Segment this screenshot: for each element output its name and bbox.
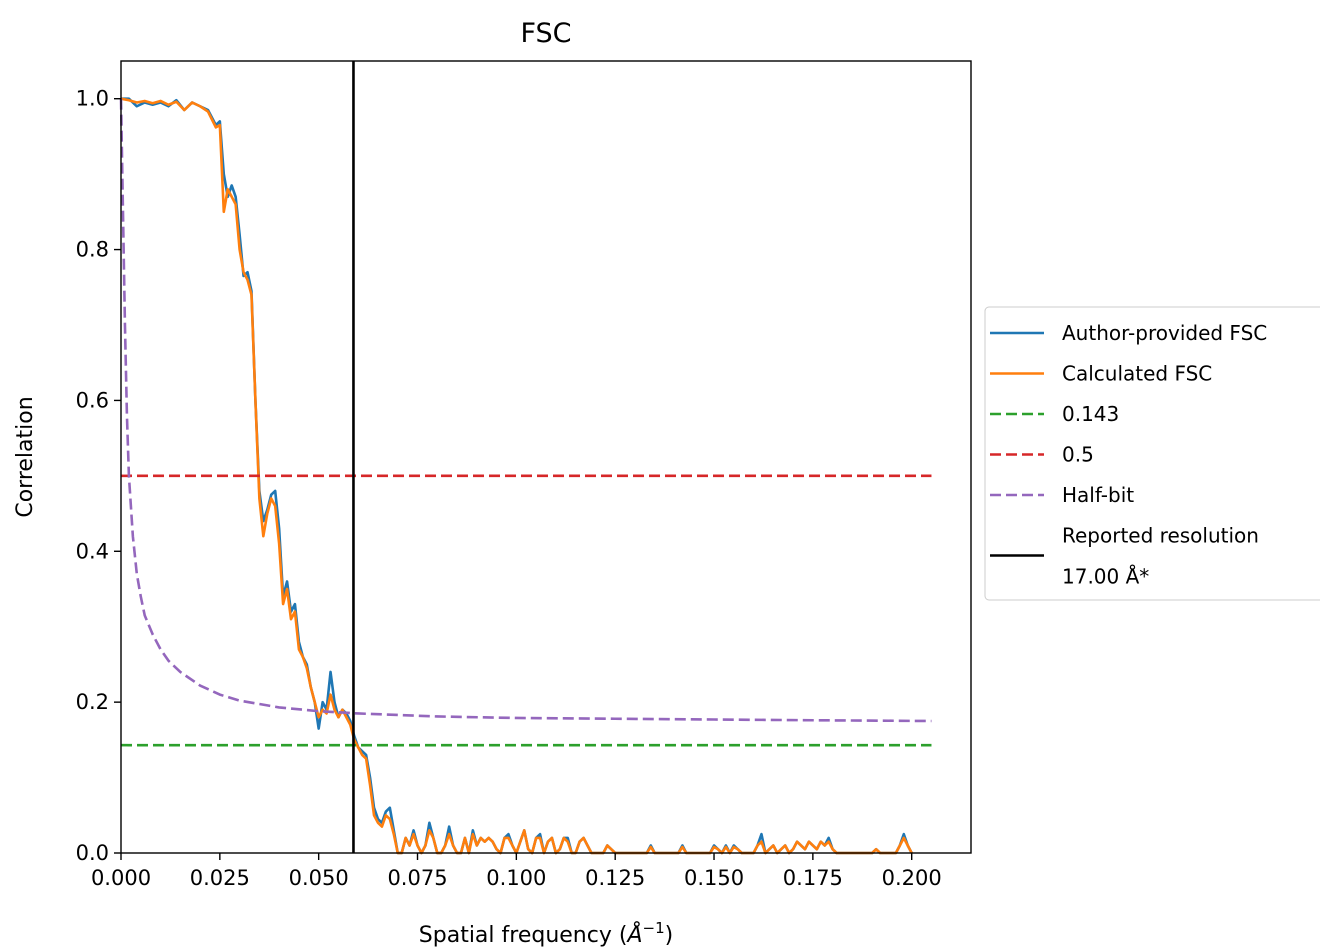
legend-label-0-5: 0.5 [1062, 443, 1094, 467]
y-axis: 0.0 0.2 0.4 0.6 0.8 1.0 [76, 87, 121, 865]
legend-label-half-bit: Half-bit [1062, 483, 1134, 507]
series-line-half-bit [119, 98, 932, 723]
y-tick-label: 1.0 [76, 87, 109, 111]
legend-frame [984, 306, 1320, 601]
y-tick-label: 0.4 [76, 539, 109, 563]
y-tick-label: 0.0 [76, 841, 109, 865]
legend-label-0-143: 0.143 [1062, 402, 1119, 426]
series-layer [119, 61, 932, 855]
legend-entries: Author-provided FSC Calculated FSC 0.143 0.… [990, 321, 1267, 589]
x-tick-label: 0.175 [783, 866, 843, 890]
y-axis-label: Correlation [13, 396, 38, 517]
x-tick-label: 0.100 [486, 866, 546, 890]
x-tick-label: 0.125 [585, 866, 645, 890]
y-tick-label: 0.6 [76, 388, 109, 412]
y-tick-label: 0.8 [76, 238, 109, 262]
legend-label-reported-resolution: Reported resolution [1062, 524, 1259, 548]
x-tick-label: 0.150 [684, 866, 744, 890]
legend-label-resolution-value: 17.00 Å* [1062, 565, 1149, 589]
x-axis-label-exponent: −1 [643, 919, 665, 937]
x-axis-label: Spatial frequency (Å−1) [419, 919, 673, 948]
plot-border [120, 60, 972, 854]
series-line-calculated-fsc [120, 97, 913, 855]
legend-label-calculated-fsc: Calculated FSC [1062, 362, 1212, 386]
x-tick-label: 0.000 [91, 866, 151, 890]
x-axis-label-end: ) [665, 923, 674, 948]
x-tick-label: 0.200 [882, 866, 942, 890]
x-axis-label-text: Spatial frequency ( [419, 923, 628, 948]
chart-title: FSC [520, 18, 571, 49]
x-axis: 0.000 0.025 0.050 0.075 0.100 0.125 0.150 0.175… [91, 853, 942, 890]
x-tick-label: 0.075 [387, 866, 447, 890]
plot-frame [121, 61, 971, 853]
y-tick-label: 0.2 [76, 690, 109, 714]
x-tick-label: 0.050 [289, 866, 349, 890]
legend-label-author-provided-fsc: Author-provided FSC [1062, 321, 1267, 345]
x-tick-label: 0.025 [190, 866, 250, 890]
x-axis-label-unit: Å [625, 921, 642, 948]
legend: Author-provided FSC Calculated FSC 0.143 0.… [984, 306, 1320, 601]
plot-area [119, 60, 972, 855]
